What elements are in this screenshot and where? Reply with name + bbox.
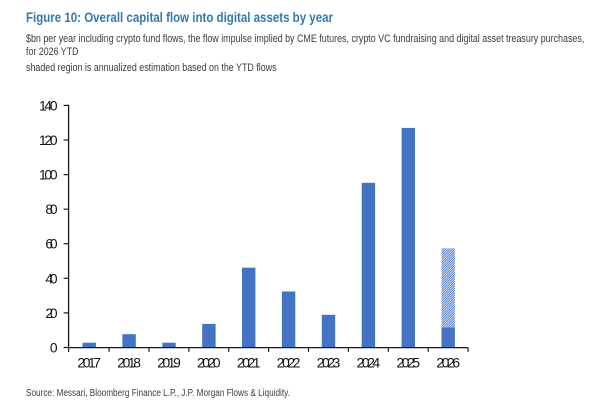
svg-text:2018: 2018 <box>117 356 141 371</box>
svg-text:0: 0 <box>50 341 58 356</box>
svg-text:2022: 2022 <box>277 356 301 371</box>
svg-text:2020: 2020 <box>197 356 221 371</box>
svg-text:2017: 2017 <box>77 356 101 371</box>
svg-text:2023: 2023 <box>317 356 341 371</box>
svg-text:20: 20 <box>45 306 57 321</box>
svg-text:140: 140 <box>39 98 58 113</box>
svg-text:100: 100 <box>39 168 58 183</box>
svg-text:80: 80 <box>45 202 57 217</box>
svg-text:2026: 2026 <box>436 356 460 371</box>
svg-text:60: 60 <box>45 237 57 252</box>
svg-text:2025: 2025 <box>397 356 421 371</box>
svg-text:2021: 2021 <box>237 356 261 371</box>
svg-text:40: 40 <box>45 271 57 286</box>
svg-text:120: 120 <box>39 133 58 148</box>
svg-text:2024: 2024 <box>357 356 381 371</box>
svg-text:2019: 2019 <box>157 356 181 371</box>
